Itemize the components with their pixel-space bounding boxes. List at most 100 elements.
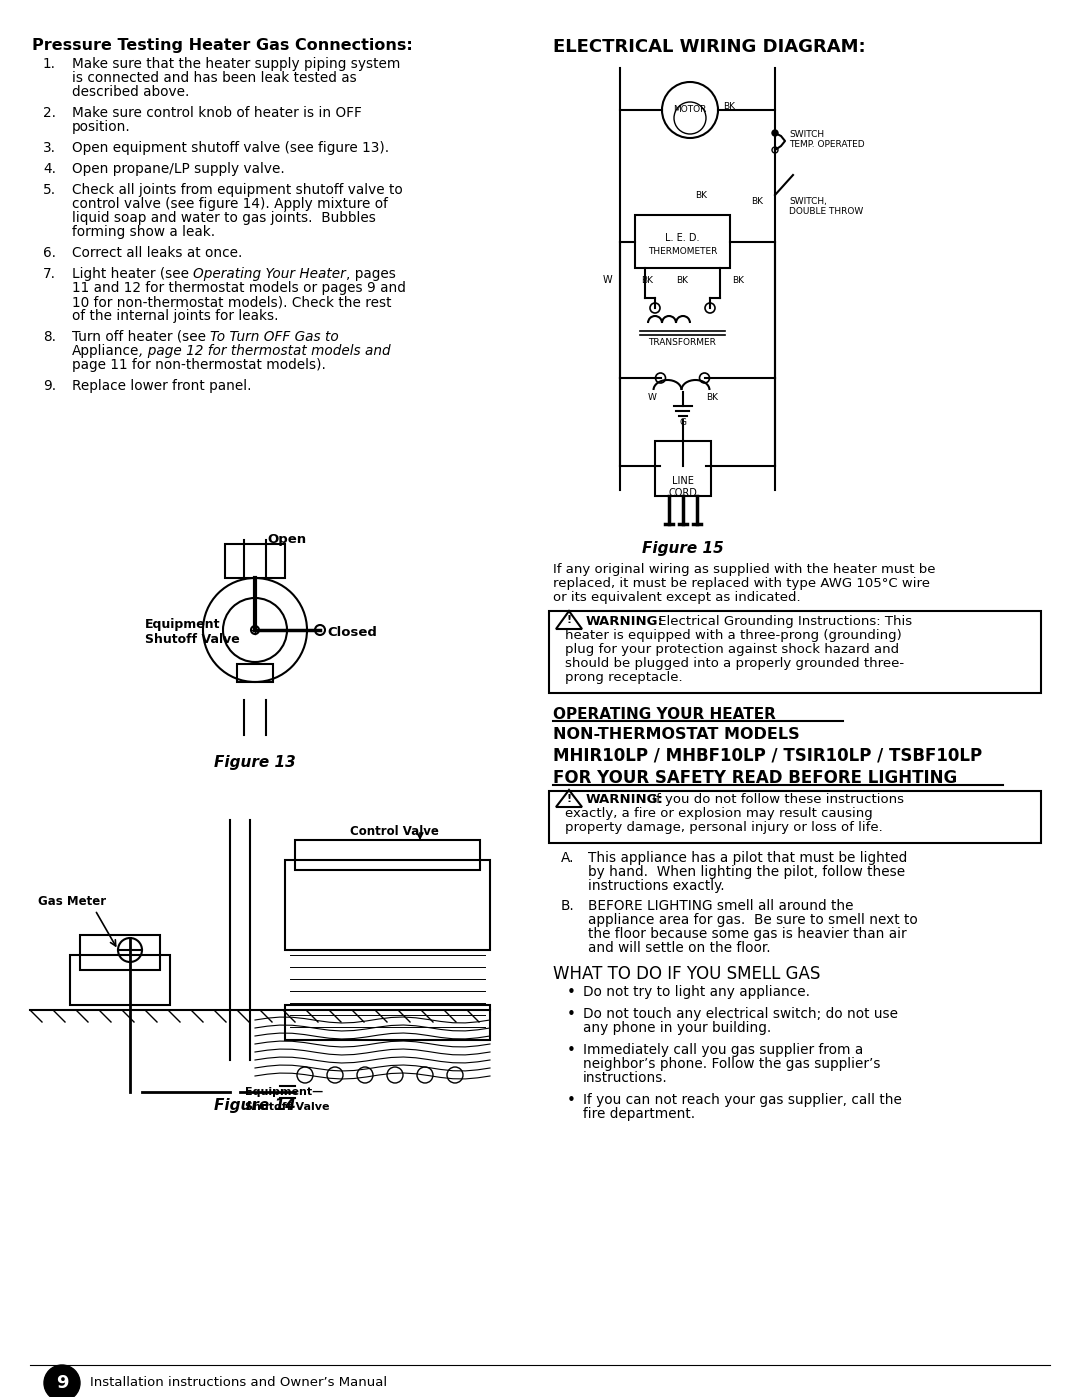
- Bar: [237, 664, 273, 682]
- Text: TEMP. OPERATED: TEMP. OPERATED: [789, 140, 865, 149]
- Bar: [635, 215, 730, 268]
- Text: BK: BK: [706, 393, 718, 402]
- Text: Make sure control knob of heater is in OFF: Make sure control knob of heater is in O…: [72, 106, 362, 120]
- Text: Shutoff Valve: Shutoff Valve: [245, 1102, 329, 1112]
- Text: replaced, it must be replaced with type AWG 105°C wire: replaced, it must be replaced with type …: [553, 577, 930, 590]
- Text: Figure 15: Figure 15: [642, 541, 724, 556]
- Text: 5.: 5.: [43, 183, 56, 197]
- Text: should be plugged into a properly grounded three-: should be plugged into a properly ground…: [565, 657, 904, 671]
- Text: 9: 9: [56, 1375, 68, 1391]
- Text: neighbor’s phone. Follow the gas supplier’s: neighbor’s phone. Follow the gas supplie…: [583, 1058, 880, 1071]
- Text: described above.: described above.: [72, 85, 189, 99]
- Text: B.: B.: [561, 900, 575, 914]
- Text: A.: A.: [561, 851, 575, 865]
- Text: 11 and 12 for thermostat models or pages 9 and: 11 and 12 for thermostat models or pages…: [72, 281, 406, 295]
- Text: any phone in your building.: any phone in your building.: [583, 1021, 771, 1035]
- Text: Installation instructions and Owner’s Manual: Installation instructions and Owner’s Ma…: [90, 1376, 387, 1390]
- Text: BK: BK: [751, 197, 762, 205]
- Text: page 11 for non-thermostat models).: page 11 for non-thermostat models).: [72, 358, 326, 372]
- Text: Open equipment shutoff valve (see figure 13).: Open equipment shutoff valve (see figure…: [72, 141, 389, 155]
- Text: instructions exactly.: instructions exactly.: [588, 879, 725, 893]
- Text: of the internal joints for leaks.: of the internal joints for leaks.: [72, 309, 279, 323]
- Text: •: •: [567, 985, 576, 1000]
- Text: heater is equipped with a three-prong (grounding): heater is equipped with a three-prong (g…: [565, 629, 902, 643]
- Text: OPERATING YOUR HEATER: OPERATING YOUR HEATER: [553, 707, 775, 722]
- Text: liquid soap and water to gas joints.  Bubbles: liquid soap and water to gas joints. Bub…: [72, 211, 376, 225]
- Text: Equipment—: Equipment—: [245, 1087, 323, 1097]
- Text: Make sure that the heater supply piping system: Make sure that the heater supply piping …: [72, 57, 401, 71]
- Text: !: !: [566, 615, 571, 624]
- Text: Operating Your Heater: Operating Your Heater: [193, 267, 346, 281]
- Bar: [654, 441, 711, 496]
- Text: is connected and has been leak tested as: is connected and has been leak tested as: [72, 71, 356, 85]
- Text: Electrical Grounding Instructions: This: Electrical Grounding Instructions: This: [654, 615, 913, 629]
- Text: and will settle on the floor.: and will settle on the floor.: [588, 942, 771, 956]
- Text: BK: BK: [642, 277, 653, 285]
- Text: fire department.: fire department.: [583, 1106, 696, 1120]
- Text: or its equivalent except as indicated.: or its equivalent except as indicated.: [553, 591, 800, 604]
- Text: Replace lower front panel.: Replace lower front panel.: [72, 379, 252, 393]
- Text: FOR YOUR SAFETY READ BEFORE LIGHTING: FOR YOUR SAFETY READ BEFORE LIGHTING: [553, 768, 957, 787]
- Circle shape: [772, 147, 778, 154]
- Text: Figure 14: Figure 14: [214, 1098, 296, 1113]
- Text: •: •: [567, 1044, 576, 1058]
- Text: •: •: [567, 1007, 576, 1023]
- Bar: [285, 1004, 490, 1039]
- Bar: [295, 840, 480, 870]
- Bar: [225, 543, 285, 578]
- Text: WARNING:: WARNING:: [586, 615, 664, 629]
- Text: If any original wiring as supplied with the heater must be: If any original wiring as supplied with …: [553, 563, 935, 576]
- Text: !: !: [566, 793, 571, 805]
- Text: plug for your protection against shock hazard and: plug for your protection against shock h…: [565, 643, 900, 657]
- Text: If you do not follow these instructions: If you do not follow these instructions: [648, 793, 904, 806]
- Text: THERMOMETER: THERMOMETER: [648, 247, 717, 256]
- Text: position.: position.: [72, 120, 131, 134]
- Text: Check all joints from equipment shutoff valve to: Check all joints from equipment shutoff …: [72, 183, 403, 197]
- Text: Control Valve: Control Valve: [350, 826, 438, 838]
- Text: SWITCH,: SWITCH,: [789, 197, 827, 205]
- Bar: [285, 861, 490, 950]
- Text: 2.: 2.: [43, 106, 56, 120]
- Text: Appliance: Appliance: [72, 344, 139, 358]
- Text: Open propane/LP supply valve.: Open propane/LP supply valve.: [72, 162, 285, 176]
- Text: Light heater (see: Light heater (see: [72, 267, 193, 281]
- Text: To Turn OFF Gas to: To Turn OFF Gas to: [211, 330, 339, 344]
- Text: 4.: 4.: [43, 162, 56, 176]
- Circle shape: [44, 1365, 80, 1397]
- Text: 3.: 3.: [43, 141, 56, 155]
- Text: MHIR10LP / MHBF10LP / TSIR10LP / TSBF10LP: MHIR10LP / MHBF10LP / TSIR10LP / TSBF10L…: [553, 747, 982, 766]
- Text: BK: BK: [676, 277, 689, 285]
- Bar: [549, 791, 1041, 842]
- Text: Closed: Closed: [327, 626, 377, 638]
- Text: Do not touch any electrical switch; do not use: Do not touch any electrical switch; do n…: [583, 1007, 897, 1021]
- Text: forming show a leak.: forming show a leak.: [72, 225, 215, 239]
- Text: 9.: 9.: [43, 379, 56, 393]
- Circle shape: [251, 626, 259, 634]
- Text: BK: BK: [732, 277, 744, 285]
- Text: Do not try to light any appliance.: Do not try to light any appliance.: [583, 985, 810, 999]
- Bar: [70, 956, 170, 1004]
- Text: Turn off heater (see: Turn off heater (see: [72, 330, 211, 344]
- Text: Figure 13: Figure 13: [214, 754, 296, 770]
- Text: WARNING:: WARNING:: [586, 793, 664, 806]
- Text: exactly, a fire or explosion may result causing: exactly, a fire or explosion may result …: [565, 807, 873, 820]
- Text: L. E. D.: L. E. D.: [665, 233, 700, 243]
- Text: G: G: [679, 418, 686, 427]
- Text: BK: BK: [696, 190, 707, 200]
- Text: DOUBLE THROW: DOUBLE THROW: [789, 207, 863, 217]
- Text: MOTOR: MOTOR: [673, 106, 706, 115]
- Text: , page 12 for thermostat models and: , page 12 for thermostat models and: [139, 344, 391, 358]
- Bar: [80, 935, 160, 970]
- Text: 6.: 6.: [43, 246, 56, 260]
- Text: instructions.: instructions.: [583, 1071, 667, 1085]
- Text: NON-THERMOSTAT MODELS: NON-THERMOSTAT MODELS: [553, 726, 799, 742]
- Text: BK: BK: [723, 102, 735, 110]
- Text: , pages: , pages: [346, 267, 396, 281]
- Text: BEFORE LIGHTING smell all around the: BEFORE LIGHTING smell all around the: [588, 900, 853, 914]
- Text: Pressure Testing Heater Gas Connections:: Pressure Testing Heater Gas Connections:: [32, 38, 413, 53]
- Text: control valve (see figure 14). Apply mixture of: control valve (see figure 14). Apply mix…: [72, 197, 388, 211]
- Text: This appliance has a pilot that must be lighted: This appliance has a pilot that must be …: [588, 851, 907, 865]
- Text: Gas Meter: Gas Meter: [38, 895, 106, 908]
- Text: ELECTRICAL WIRING DIAGRAM:: ELECTRICAL WIRING DIAGRAM:: [553, 38, 866, 56]
- Text: property damage, personal injury or loss of life.: property damage, personal injury or loss…: [565, 821, 882, 834]
